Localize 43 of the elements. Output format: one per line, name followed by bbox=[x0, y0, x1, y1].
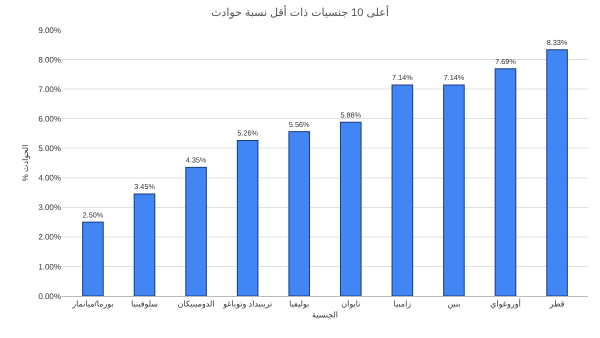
y-tick-label: 4.00% bbox=[38, 174, 61, 183]
y-tick-label: 9.00% bbox=[38, 26, 61, 35]
y-axis-title: % الحوادث bbox=[21, 144, 30, 182]
x-tick-label: سلوفينيا bbox=[131, 300, 158, 309]
data-label: 5.88% bbox=[340, 110, 362, 120]
x-tick-label: الدومينيكان bbox=[178, 300, 215, 309]
y-tick-label: 7.00% bbox=[38, 84, 61, 94]
data-label: 7.14% bbox=[392, 73, 414, 82]
bar bbox=[82, 222, 104, 296]
x-axis-title: الجنسية bbox=[312, 310, 338, 320]
y-tick-label: 2.00% bbox=[38, 232, 61, 242]
y-tick-label: 0.00% bbox=[38, 292, 61, 301]
x-tick-label: زامبيا bbox=[394, 300, 412, 309]
bar bbox=[443, 84, 465, 296]
y-tick-label: 6.00% bbox=[38, 114, 61, 124]
bar bbox=[340, 122, 362, 296]
data-label: 4.35% bbox=[186, 156, 207, 165]
x-tick-label: قطر bbox=[548, 300, 565, 309]
bar bbox=[494, 68, 516, 296]
data-label: 7.69% bbox=[495, 56, 516, 66]
data-label: 5.56% bbox=[288, 120, 310, 129]
x-tick-label: ترينيداد وتوباغو bbox=[222, 300, 272, 309]
x-tick-label: بورما/ميانمار bbox=[71, 300, 114, 309]
data-label: 8.33% bbox=[546, 38, 568, 47]
y-tick-label: 5.00% bbox=[38, 144, 61, 154]
y-tick-label: 1.00% bbox=[38, 262, 61, 272]
bar bbox=[392, 84, 414, 296]
data-label: 5.26% bbox=[237, 128, 258, 138]
x-tick-label: بوليفيا bbox=[289, 300, 310, 309]
x-tick-label: بنين bbox=[447, 300, 460, 309]
bar bbox=[546, 49, 568, 296]
data-label: 7.14% bbox=[444, 73, 465, 82]
bar bbox=[134, 194, 156, 296]
chart-title: أعلى 10 جنسيات ذات أقل نسبة حوادث bbox=[211, 5, 389, 20]
x-tick-label: أوروغواي bbox=[490, 298, 521, 309]
data-label: 3.45% bbox=[134, 182, 156, 192]
bar bbox=[288, 131, 310, 296]
bar bbox=[185, 166, 207, 296]
bar bbox=[236, 140, 258, 296]
y-tick-label: 8.00% bbox=[38, 55, 61, 64]
data-label: 2.50% bbox=[82, 210, 104, 220]
y-tick-label: 3.00% bbox=[38, 203, 61, 212]
x-tick-label: تايوان bbox=[341, 300, 360, 309]
